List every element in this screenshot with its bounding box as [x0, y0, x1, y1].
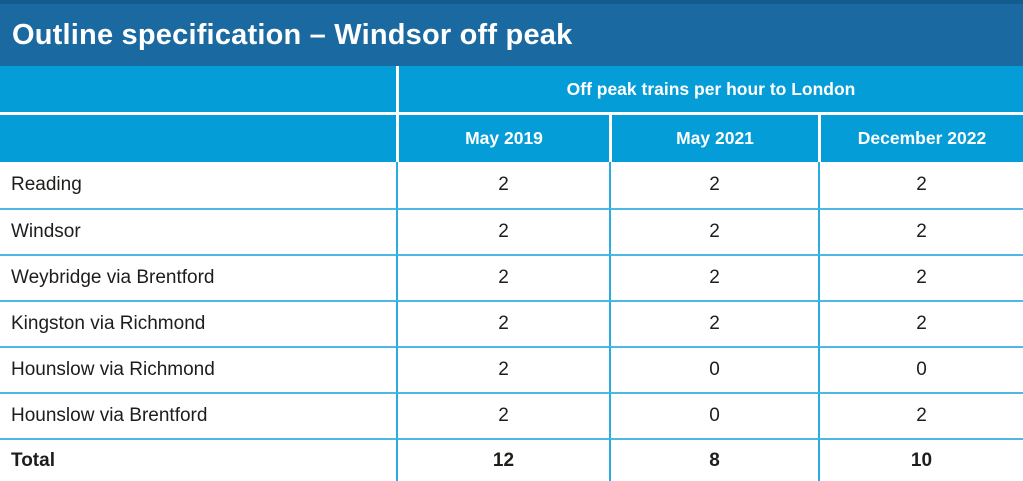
- row-label: Windsor: [0, 208, 396, 254]
- cell-value: 2: [818, 208, 1023, 254]
- cell-value: 2: [396, 208, 609, 254]
- column-header-may-2021: May 2021: [609, 115, 818, 162]
- total-cell-value: 8: [609, 438, 818, 481]
- total-row-label: Total: [0, 438, 396, 481]
- total-cell-value: 12: [396, 438, 609, 481]
- cell-value: 2: [396, 300, 609, 346]
- row-label: Hounslow via Brentford: [0, 392, 396, 438]
- total-cell-value: 10: [818, 438, 1023, 481]
- page-title: Outline specification – Windsor off peak: [12, 18, 573, 51]
- column-header-label: May 2021: [676, 128, 754, 148]
- cell-value: 2: [609, 208, 818, 254]
- column-header-label: May 2019: [465, 128, 543, 148]
- group-header-cell: Off peak trains per hour to London: [396, 66, 1023, 115]
- column-header-label: December 2022: [857, 128, 987, 148]
- off-peak-trains-table: Off peak trains per hour to London May 2…: [0, 66, 1023, 481]
- cell-value: 2: [396, 346, 609, 392]
- title-bar: Outline specification – Windsor off peak: [0, 0, 1023, 66]
- header-corner-cell: [0, 66, 396, 115]
- cell-value: 2: [818, 392, 1023, 438]
- cell-value: 2: [609, 254, 818, 300]
- cell-value: 0: [609, 392, 818, 438]
- row-label: Reading: [0, 162, 396, 208]
- cell-value: 2: [396, 392, 609, 438]
- cell-value: 2: [818, 300, 1023, 346]
- row-label: Weybridge via Brentford: [0, 254, 396, 300]
- cell-value: 0: [609, 346, 818, 392]
- cell-value: 2: [396, 254, 609, 300]
- cell-value: 2: [609, 162, 818, 208]
- cell-value: 2: [609, 300, 818, 346]
- cell-value: 2: [818, 162, 1023, 208]
- column-header-may-2019: May 2019: [396, 115, 609, 162]
- column-header-december-2022: December 2022: [818, 115, 1023, 162]
- row-label: Hounslow via Richmond: [0, 346, 396, 392]
- group-header-label: Off peak trains per hour to London: [566, 78, 856, 99]
- row-label: Kingston via Richmond: [0, 300, 396, 346]
- cell-value: 2: [396, 162, 609, 208]
- header-corner-cell-2: [0, 115, 396, 162]
- cell-value: 0: [818, 346, 1023, 392]
- cell-value: 2: [818, 254, 1023, 300]
